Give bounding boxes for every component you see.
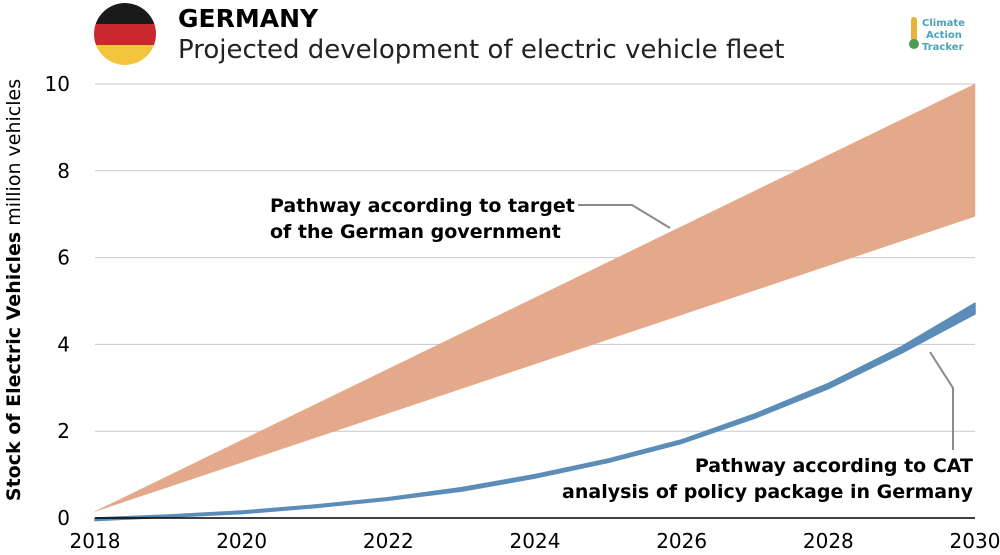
cat-annotation-line2: analysis of policy package in Germany: [562, 481, 974, 503]
page-title: GERMANY: [178, 4, 319, 33]
cat-annotation-line1: Pathway according to CAT: [695, 455, 973, 477]
y-axis-label-bold: Stock of Electric Vehicles: [3, 232, 25, 501]
x-tick-label: 2018: [70, 529, 121, 553]
target-leader-line: [578, 204, 671, 229]
logo-text-line2: Action: [926, 30, 962, 41]
y-axis-label-unit: million vehicles: [3, 79, 25, 226]
thermometer-bulb-icon: [909, 39, 919, 49]
data-bands: [94, 83, 976, 522]
page-subtitle: Projected development of electric vehicl…: [178, 35, 784, 65]
x-tick-label: 2020: [216, 529, 267, 553]
y-tick-label: 6: [57, 246, 70, 270]
y-tick-label: 0: [57, 506, 70, 530]
target-annotation-line2: of the German government: [270, 221, 561, 243]
x-tick-label: 2030: [950, 529, 1000, 553]
flag-red-stripe: [94, 24, 156, 45]
y-tick-label: 8: [57, 159, 70, 183]
cat-pathway-band: [94, 302, 976, 522]
flag-gold-stripe: [94, 45, 156, 65]
thermometer-icon: [911, 17, 917, 43]
x-tick-label: 2028: [803, 529, 854, 553]
cat-leader-line: [929, 351, 954, 450]
logo-text-line3: Tracker: [922, 42, 963, 53]
x-tick-label: 2026: [656, 529, 707, 553]
y-tick-label: 2: [57, 419, 70, 443]
climate-action-tracker-logo: Climate Action Tracker: [909, 17, 965, 53]
x-tick-label: 2022: [363, 529, 414, 553]
flag-black-stripe: [94, 3, 156, 24]
y-tick-label: 10: [45, 72, 70, 96]
x-tick-labels: 2018 2020 2022 2024 2026 2028 2030: [70, 529, 1000, 553]
logo-text-line1: Climate: [922, 18, 965, 29]
y-tick-label: 4: [57, 332, 70, 356]
target-annotation-line1: Pathway according to target: [270, 195, 575, 217]
x-tick-label: 2024: [510, 529, 561, 553]
y-tick-labels: 0 2 4 6 8 10: [45, 72, 70, 530]
germany-flag-icon: [94, 3, 156, 65]
y-axis-label: Stock of Electric Vehicles million vehicl…: [3, 79, 25, 501]
target-pathway-band: [94, 83, 976, 512]
